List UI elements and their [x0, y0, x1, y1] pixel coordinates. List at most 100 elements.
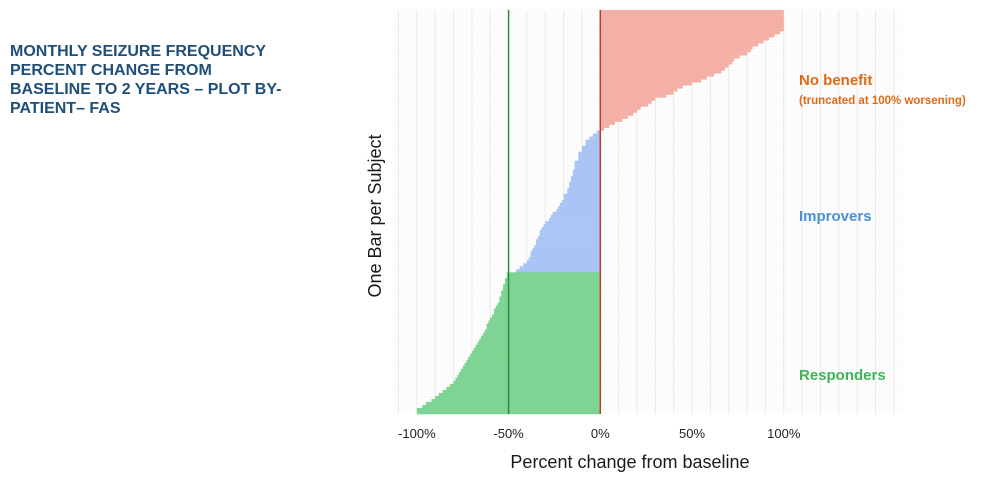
bar [462, 365, 601, 370]
bar [493, 311, 601, 315]
bar [497, 302, 601, 306]
bar [442, 389, 601, 394]
bar [479, 338, 601, 342]
bar [569, 181, 601, 186]
bar [600, 79, 702, 83]
bar [493, 308, 601, 312]
bar [504, 281, 601, 285]
bar [600, 37, 770, 41]
x-tick-label: 0% [591, 426, 610, 441]
bar [460, 368, 601, 373]
bar [600, 109, 637, 113]
bar [422, 404, 601, 409]
bar [473, 347, 601, 351]
bar [528, 257, 601, 261]
bar [570, 178, 601, 183]
no-benefit-label: No benefit [799, 72, 872, 89]
bar [501, 293, 601, 297]
bar [600, 25, 784, 29]
bar [471, 350, 601, 355]
bar [600, 67, 726, 71]
bar [550, 215, 601, 219]
bar [545, 221, 601, 225]
bar [600, 73, 715, 77]
bar [477, 341, 601, 345]
bar [600, 40, 764, 44]
bar [600, 22, 784, 26]
bar [596, 130, 601, 134]
bar [600, 91, 674, 95]
bar [459, 371, 601, 376]
bar [506, 275, 601, 279]
reference-lines [507, 10, 602, 414]
bar [552, 212, 601, 216]
bar [600, 88, 678, 92]
bar [600, 34, 775, 38]
bar [578, 151, 601, 156]
bar [492, 314, 601, 318]
bar [563, 196, 601, 201]
bar [600, 124, 610, 128]
bar [600, 46, 753, 50]
bar [446, 386, 601, 391]
bar [457, 374, 601, 379]
bar [449, 383, 601, 388]
bar [600, 112, 634, 116]
bar [488, 320, 601, 324]
bar [600, 43, 759, 47]
bar [600, 82, 693, 86]
bar [567, 190, 601, 195]
bar [600, 52, 748, 56]
bar [455, 377, 601, 382]
x-axis-label: Percent change from baseline [510, 452, 749, 472]
bar [600, 58, 735, 62]
bar [600, 16, 784, 20]
bar [592, 133, 601, 137]
bar [515, 269, 601, 273]
title-line: BASELINE TO 2 YEARS – PLOT BY- [10, 81, 282, 98]
bar [600, 31, 781, 35]
bar [530, 251, 601, 255]
title-line: PERCENT CHANGE FROM [10, 62, 212, 79]
bar [561, 199, 601, 204]
bar [563, 193, 601, 198]
bar [585, 142, 601, 146]
bar [600, 100, 652, 104]
bar [495, 305, 601, 309]
bar [453, 380, 601, 385]
bar [486, 326, 601, 330]
bar [600, 76, 707, 80]
bar [536, 242, 601, 246]
bar [600, 70, 722, 74]
bar [574, 163, 601, 168]
bar [600, 10, 784, 14]
bar [600, 61, 733, 65]
bar [556, 208, 601, 213]
bar [600, 28, 784, 32]
bar [541, 227, 601, 231]
bar [435, 395, 601, 400]
bar [600, 19, 784, 23]
bar [600, 118, 623, 122]
bar [426, 401, 601, 406]
bar [600, 121, 615, 125]
bar [600, 115, 628, 119]
bar [600, 85, 683, 89]
x-tick-label: -100% [398, 426, 436, 441]
improvers-label: Improvers [799, 208, 872, 225]
bar [532, 248, 601, 252]
x-tick-label: 50% [679, 426, 705, 441]
bar [490, 317, 601, 321]
bar [572, 172, 601, 177]
bar [600, 49, 751, 53]
bar [600, 55, 740, 59]
x-tick-label: 100% [767, 426, 801, 441]
bar [539, 233, 601, 237]
bar [530, 254, 601, 258]
bar [567, 187, 601, 192]
bar [581, 145, 601, 149]
bar [499, 296, 601, 300]
bar [585, 139, 601, 143]
bar [523, 263, 601, 267]
bar [558, 205, 601, 210]
